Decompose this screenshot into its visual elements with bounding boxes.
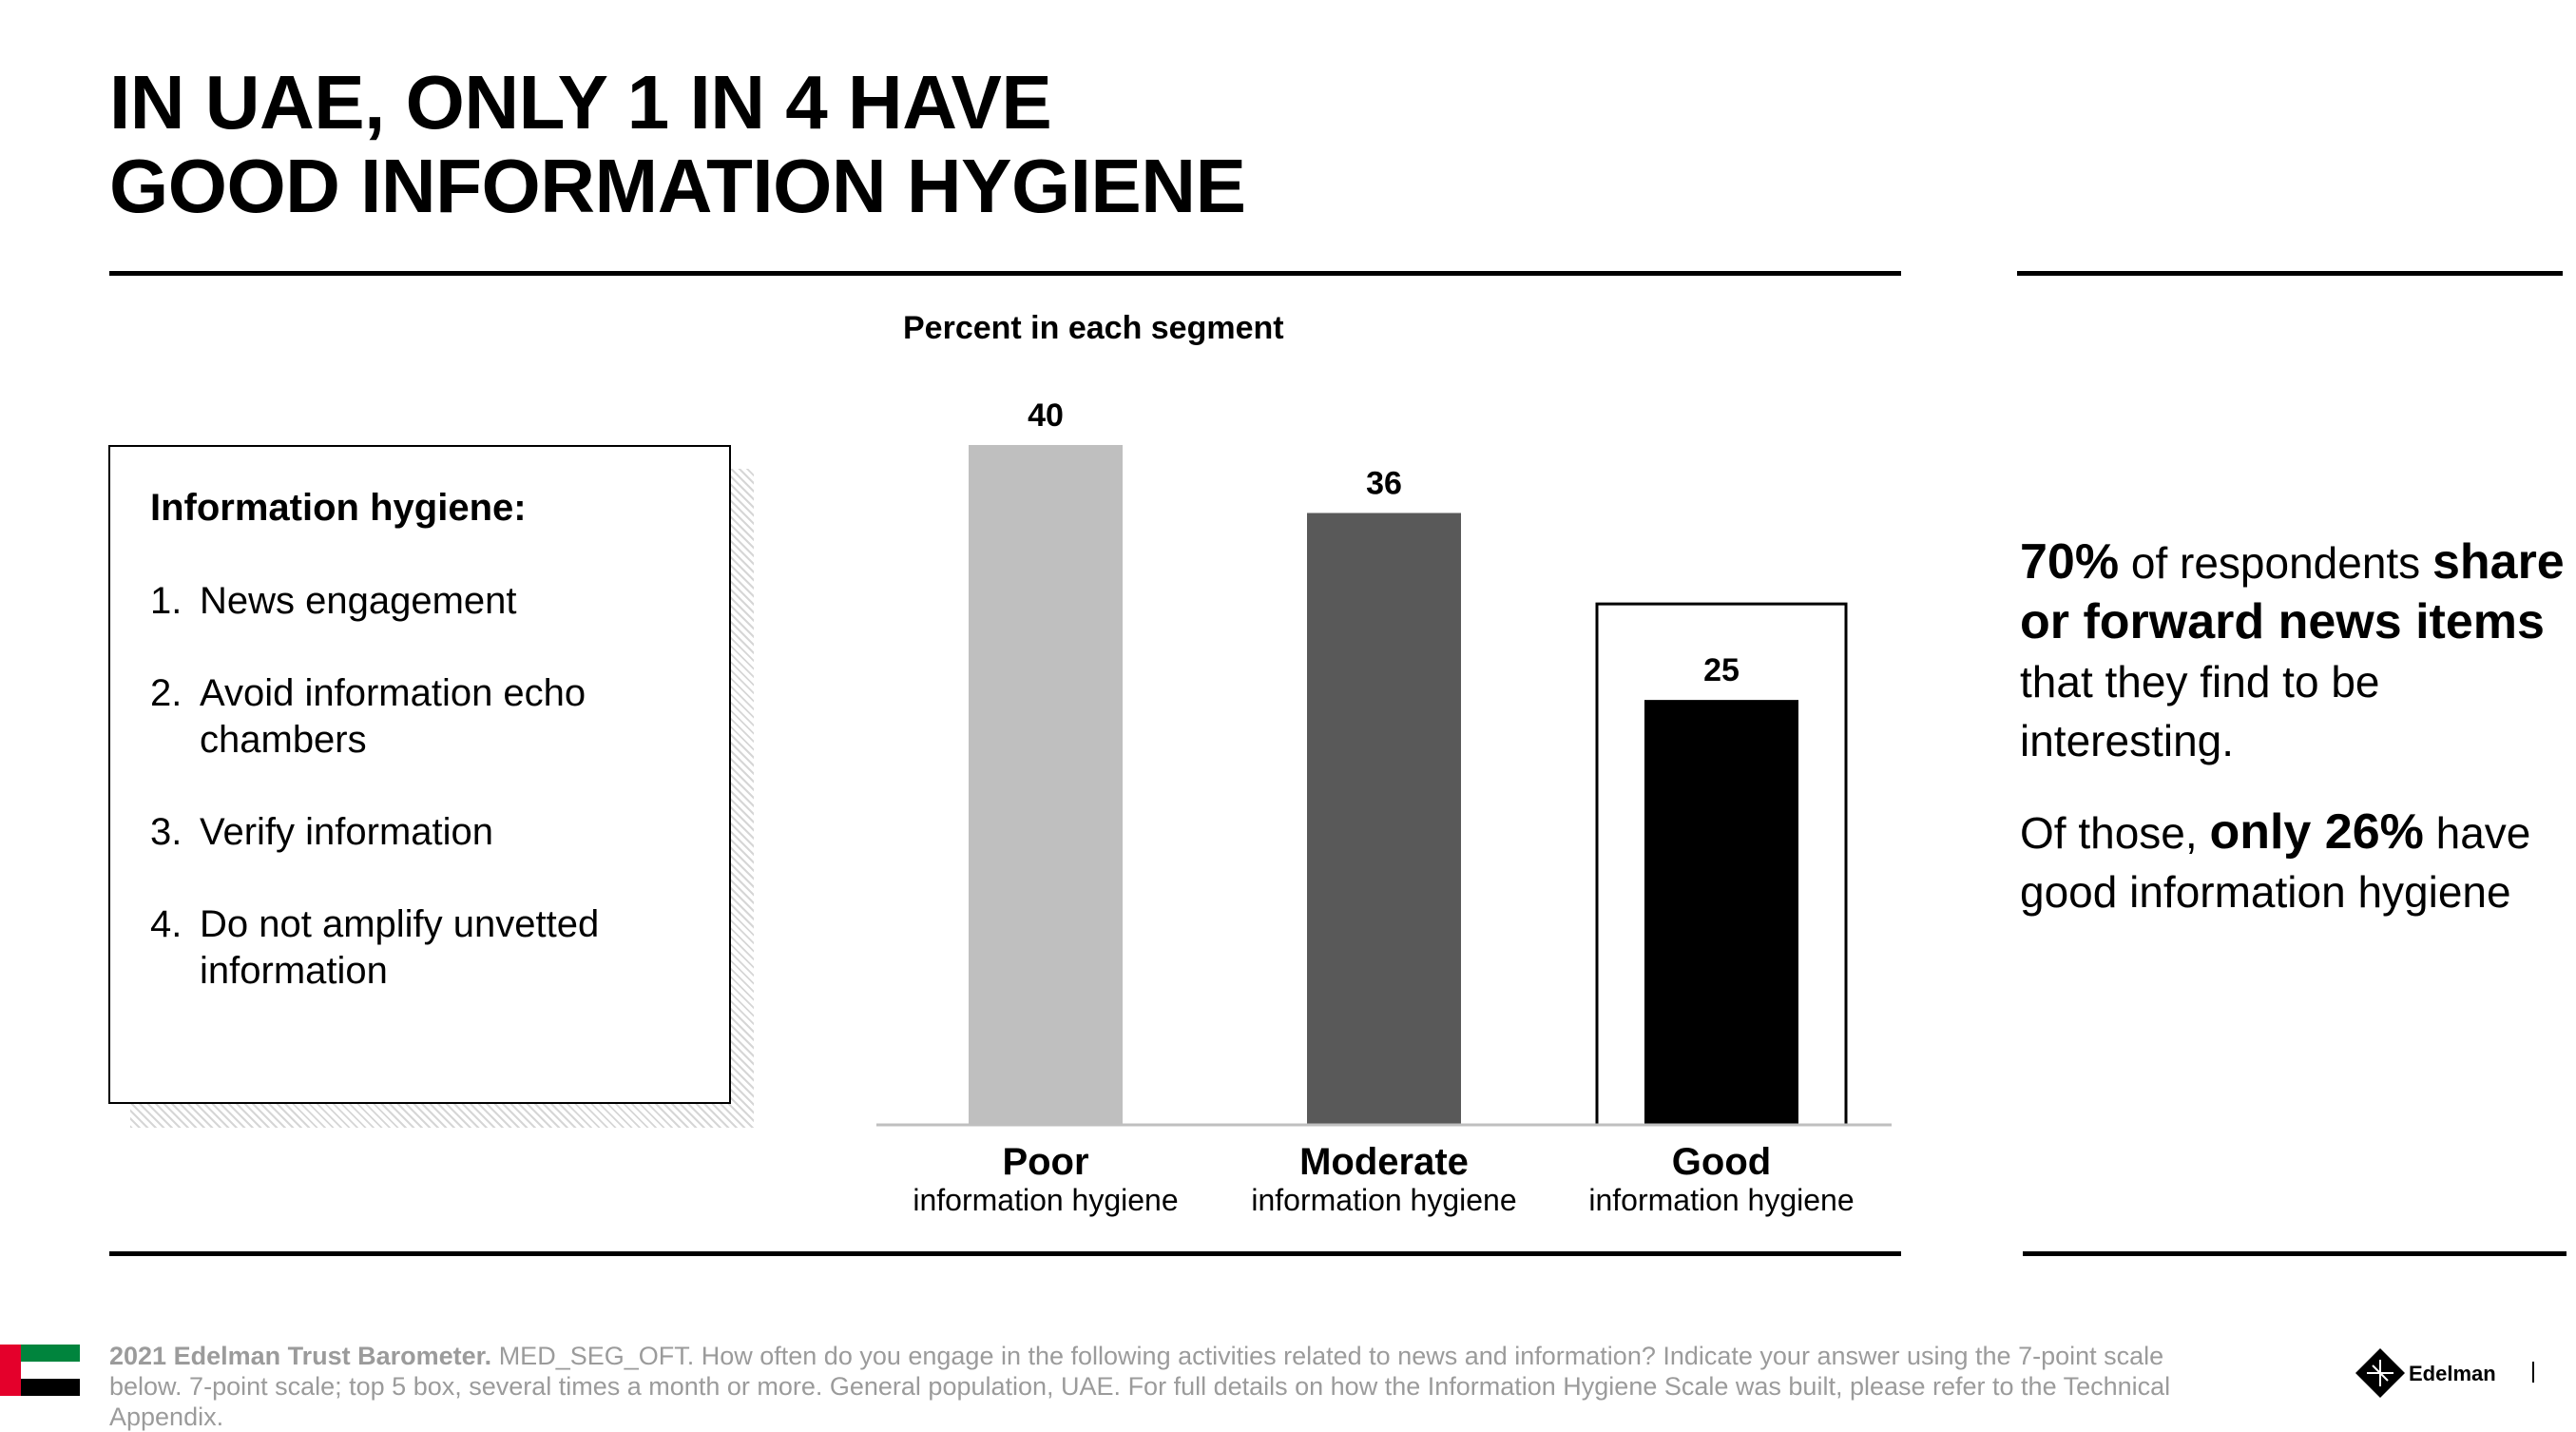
callout-text-span: Of those, xyxy=(2020,808,2210,858)
hygiene-item-text: Do not amplify unvetted information xyxy=(200,903,600,992)
category-label-poor: Poor xyxy=(1002,1141,1088,1183)
top-rule-left xyxy=(109,271,1901,276)
callout-paragraph-2: Of those, only 26% have good information… xyxy=(2020,803,2571,921)
page-title: IN UAE, ONLY 1 IN 4 HAVE GOOD INFORMATIO… xyxy=(109,60,1246,228)
hygiene-item-text: Avoid information echo chambers xyxy=(200,672,586,761)
hygiene-item: 2. Avoid information echo chambers xyxy=(150,670,682,764)
hygiene-item-number: 1. xyxy=(150,580,183,622)
data-label-moderate: 36 xyxy=(1366,466,1402,502)
logo-text: Edelman xyxy=(2409,1362,2496,1385)
hygiene-definition-box: Information hygiene: 1. News engagement … xyxy=(108,445,731,1104)
hygiene-item-number: 3. xyxy=(150,811,183,853)
logo-divider xyxy=(2532,1362,2534,1383)
category-label-good: Good xyxy=(1672,1141,1771,1183)
category-sublabel-good: information hygiene xyxy=(1588,1183,1854,1217)
hygiene-list: 1. News engagement 2. Avoid information … xyxy=(150,578,682,1040)
callout-text-span: of respondents xyxy=(2119,538,2432,588)
data-label-poor: 40 xyxy=(1028,397,1064,434)
chart-title: Percent in each segment xyxy=(903,310,1284,346)
callout-text: 70% of respondents share or forward news… xyxy=(2020,532,2571,954)
hygiene-heading: Information hygiene: xyxy=(150,487,527,529)
hygiene-item: 3. Verify information xyxy=(150,809,682,856)
category-sublabel-moderate: information hygiene xyxy=(1251,1183,1516,1217)
data-label-good: 25 xyxy=(1703,652,1740,688)
bar-poor xyxy=(969,445,1123,1125)
hygiene-item: 4. Do not amplify unvetted information xyxy=(150,901,682,995)
edelman-logo-icon xyxy=(2355,1348,2405,1398)
callout-emphasis: share or forward news items xyxy=(2020,534,2565,649)
hygiene-item: 1. News engagement xyxy=(150,578,682,625)
callout-stat-26: only 26% xyxy=(2209,804,2424,860)
hygiene-item-text: Verify information xyxy=(200,811,494,853)
callout-stat-70: 70% xyxy=(2020,534,2120,590)
title-line-1: IN UAE, ONLY 1 IN 4 HAVE xyxy=(109,60,1052,145)
hygiene-item-text: News engagement xyxy=(200,580,517,622)
hygiene-item-number: 4. xyxy=(150,903,183,945)
footnote: 2021 Edelman Trust Barometer. MED_SEG_OF… xyxy=(109,1341,2239,1432)
uae-flag-icon xyxy=(0,1345,80,1396)
callout-paragraph-1: 70% of respondents share or forward news… xyxy=(2020,532,2571,770)
category-sublabel-poor: information hygiene xyxy=(913,1183,1178,1217)
footnote-text: MED_SEG_OFT. How often do you engage in … xyxy=(109,1342,2171,1431)
callout-text-span: that they find to be interesting. xyxy=(2020,657,2380,765)
bar-good xyxy=(1644,700,1798,1125)
hygiene-item-number: 2. xyxy=(150,672,183,714)
top-rule-right xyxy=(2017,271,2563,276)
bar-moderate xyxy=(1307,513,1461,1125)
callout-text-span: have good information hygiene xyxy=(2020,808,2531,917)
edelman-logo: Edelman xyxy=(2354,1346,2515,1400)
title-line-2: GOOD INFORMATION HYGIENE xyxy=(109,144,1246,228)
category-label-moderate: Moderate xyxy=(1299,1141,1469,1183)
bottom-rule-left xyxy=(109,1251,1901,1256)
footnote-source: 2021 Edelman Trust Barometer. xyxy=(109,1342,492,1370)
bottom-rule-right xyxy=(2023,1251,2566,1256)
